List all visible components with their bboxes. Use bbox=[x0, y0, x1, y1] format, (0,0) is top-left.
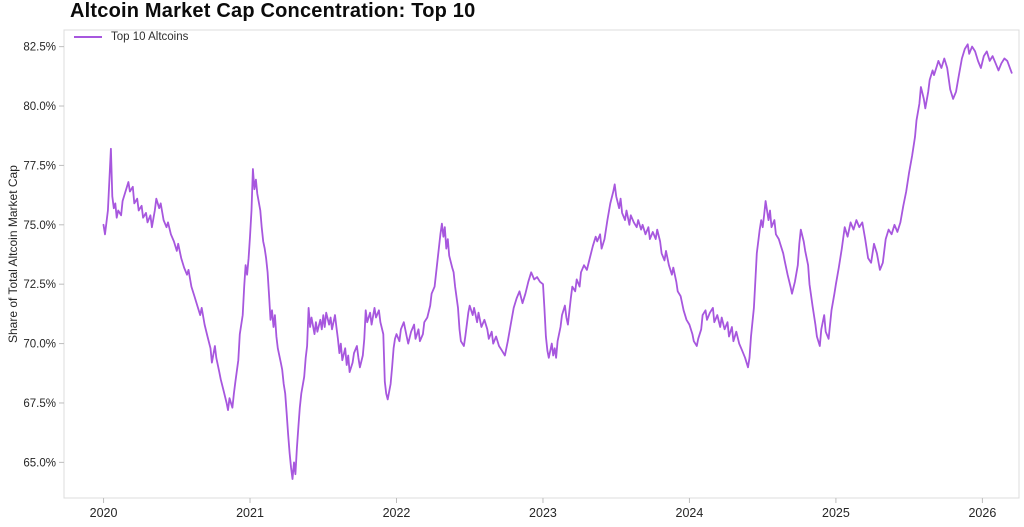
x-tick-label: 2020 bbox=[90, 506, 118, 520]
x-tick-label: 2022 bbox=[383, 506, 411, 520]
legend-item-top10-altcoins: Top 10 Altcoins bbox=[74, 31, 188, 43]
y-tick-label: 80.0% bbox=[23, 101, 56, 113]
y-tick-label: 67.5% bbox=[23, 398, 56, 410]
x-tick-label: 2025 bbox=[822, 506, 850, 520]
chart-title: Altcoin Market Cap Concentration: Top 10 bbox=[70, 0, 476, 22]
y-tick-label: 65.0% bbox=[23, 457, 56, 469]
x-tick-label: 2021 bbox=[236, 506, 264, 520]
legend: Top 10 Altcoins bbox=[74, 31, 188, 43]
y-tick-label: 77.5% bbox=[23, 160, 56, 172]
x-tick-label: 2023 bbox=[529, 506, 557, 520]
y-tick-label: 82.5% bbox=[23, 42, 56, 54]
legend-label: Top 10 Altcoins bbox=[111, 31, 189, 43]
series-line-top10-altcoins bbox=[102, 43, 1013, 480]
y-tick-label: 70.0% bbox=[23, 339, 56, 351]
x-tick-label: 2026 bbox=[968, 506, 996, 520]
plot-border bbox=[63, 29, 1020, 499]
y-tick-label: 72.5% bbox=[23, 279, 56, 291]
legend-line-swatch-icon bbox=[74, 36, 102, 38]
x-tick-label: 2024 bbox=[676, 506, 704, 520]
y-tick-label: 75.0% bbox=[23, 220, 56, 232]
